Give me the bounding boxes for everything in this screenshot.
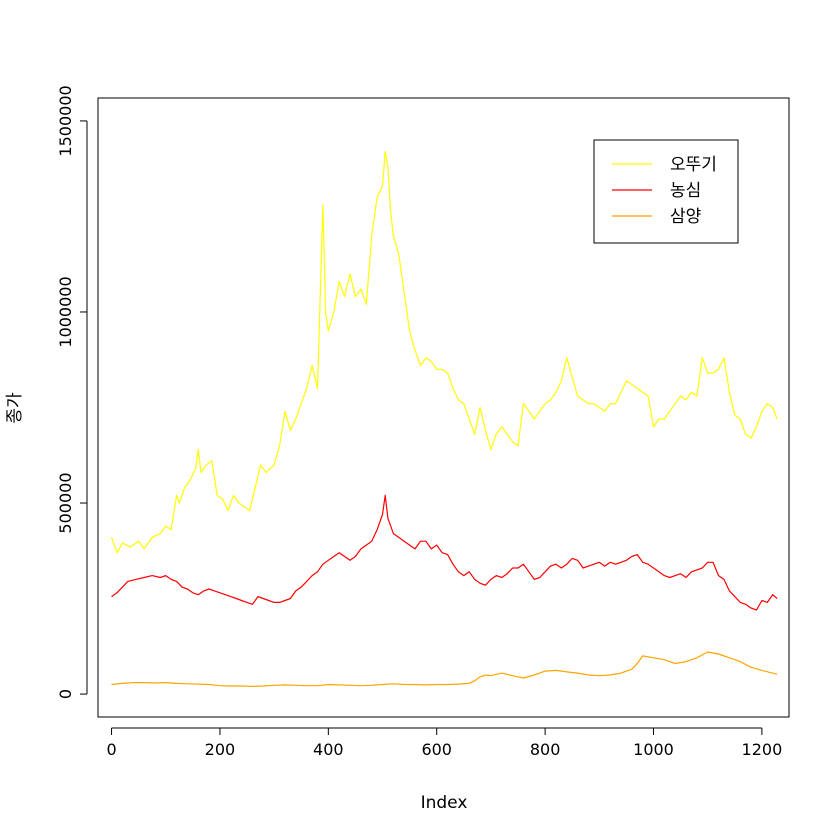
y-tick-label: 1500000 [56, 85, 75, 156]
legend-label: 농심 [670, 181, 701, 201]
series-line-0 [110, 150, 778, 554]
legend-label: 삼양 [670, 207, 701, 227]
plot-frame [97, 97, 790, 718]
y-tick-label: 0 [56, 689, 75, 699]
y-tick-label: 500000 [56, 472, 75, 533]
y-axis: 0 500000 1000000 1500000 [56, 85, 88, 699]
x-tick-label: 800 [530, 740, 561, 759]
x-tick-label: 600 [421, 740, 452, 759]
x-tick-label: 200 [205, 740, 236, 759]
x-tick-label: 1000 [633, 740, 674, 759]
x-axis-title: Index [421, 793, 468, 813]
legend-box [593, 139, 739, 244]
x-tick-label: 400 [313, 740, 344, 759]
y-tick-label: 1000000 [56, 276, 75, 347]
series-line-2 [111, 651, 778, 688]
legend-label: 오뚜기 [670, 155, 717, 175]
x-tick-label: 1200 [742, 740, 783, 759]
y-axis-title: 종가 [5, 392, 25, 424]
series-line-1 [111, 494, 778, 611]
series-layer [110, 150, 778, 688]
x-tick-label: 0 [106, 740, 116, 759]
x-axis: 0 200 400 600 800 1000 1200 [106, 727, 783, 759]
